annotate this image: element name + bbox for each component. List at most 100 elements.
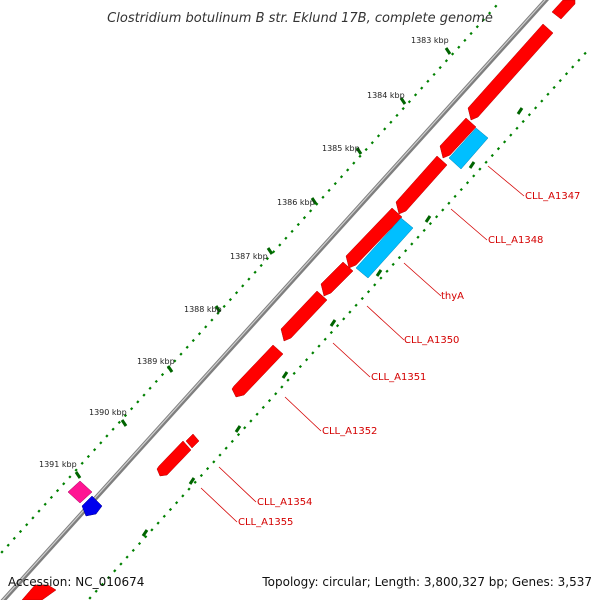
ruler-dot — [162, 514, 166, 518]
ruler-dot — [243, 426, 247, 430]
ruler-dot — [370, 141, 374, 145]
ruler-dot — [80, 461, 84, 465]
gene-label-cll-a1348[interactable]: CLL_A1348 — [488, 235, 543, 246]
ruler-dot — [49, 495, 54, 500]
ruler-dot — [490, 153, 494, 158]
ruler-dot — [358, 154, 362, 158]
inner-tick-mark — [281, 371, 289, 379]
ruler-dot — [253, 270, 257, 274]
ruler-dot — [298, 364, 303, 369]
gene-label-thya[interactable]: thyA — [441, 291, 464, 302]
ruler-dot — [583, 51, 587, 56]
scale-tick-label: 1389 kbp — [137, 357, 175, 366]
gene-arrow[interactable] — [81, 495, 103, 517]
inner-tick-mark — [141, 529, 149, 537]
ruler-dot — [228, 297, 233, 302]
ruler-dot — [249, 419, 253, 423]
ruler-dot — [323, 337, 327, 341]
gene-arrow[interactable] — [439, 117, 477, 159]
gene-arrow[interactable] — [67, 480, 93, 504]
ruler-dot — [12, 536, 16, 540]
ruler-dot — [478, 167, 482, 171]
ruler-dot — [168, 507, 173, 512]
ruler-dot — [416, 235, 420, 239]
ruler-dot — [434, 215, 439, 219]
gene-arrow[interactable] — [355, 217, 414, 279]
gene-label-cll-a1354[interactable]: CLL_A1354 — [257, 497, 312, 508]
ruler-dot — [212, 460, 216, 464]
gene-arrow[interactable] — [156, 440, 192, 477]
scale-tick: 1391 kbp — [39, 460, 82, 479]
ruler-dot — [422, 228, 426, 233]
scale-tick: 1383 kbp — [411, 36, 452, 55]
ruler-dot — [88, 596, 92, 600]
ruler-dot — [441, 208, 445, 212]
ruler-dot — [280, 385, 284, 389]
ruler-dot — [475, 25, 479, 29]
gene-arrow[interactable] — [231, 344, 284, 398]
ruler-dot — [136, 400, 140, 404]
ruler-dot — [185, 345, 189, 349]
ruler-dot — [315, 202, 319, 206]
outer-ruler-track — [0, 4, 498, 554]
ruler-dot — [181, 494, 185, 498]
gene-arrow[interactable] — [185, 433, 200, 449]
gene-arrow[interactable] — [320, 261, 354, 297]
ruler-dot — [533, 106, 538, 110]
ruler-dot — [99, 441, 103, 445]
ruler-dot — [137, 541, 142, 546]
ruler-dot — [391, 262, 395, 267]
ruler-dot — [230, 439, 234, 444]
ruler-dot — [278, 243, 282, 247]
gene-arrow[interactable] — [448, 127, 489, 170]
ruler-dot — [509, 133, 513, 137]
scale-tick: 1386 kbp — [277, 197, 318, 207]
ruler-dot — [540, 99, 544, 103]
ruler-dot — [465, 181, 470, 185]
gene-arrow[interactable] — [395, 155, 448, 215]
gene-label-cll-a1347[interactable]: CLL_A1347 — [525, 191, 580, 202]
ruler-dot — [366, 290, 371, 294]
ruler-dot — [360, 296, 364, 301]
inner-tick-mark — [329, 319, 337, 327]
ruler-dot — [6, 543, 10, 547]
forward-strand-genes — [21, 0, 576, 600]
ruler-dot — [0, 550, 4, 554]
ruler-dot — [55, 488, 60, 493]
ruler-dot — [113, 569, 117, 573]
scale-tick: 1389 kbp — [137, 357, 175, 373]
ruler-dot — [150, 528, 154, 532]
scale-tick: 1387 kbp — [230, 247, 274, 261]
ruler-dot — [481, 18, 486, 22]
ruler-dot — [234, 291, 239, 295]
gene-arrow[interactable] — [467, 23, 554, 121]
ruler-dot — [222, 304, 226, 309]
ruler-dot — [148, 386, 152, 390]
ruler-dot — [94, 589, 98, 593]
ruler-dot — [105, 434, 109, 438]
ruler-dot — [271, 250, 276, 254]
gene-arrow[interactable] — [21, 584, 57, 600]
ruler-dot — [131, 548, 135, 552]
ruler-dot — [100, 582, 105, 587]
gene-arrow[interactable] — [280, 290, 328, 342]
ruler-dot — [457, 45, 461, 49]
leader-line — [218, 466, 257, 503]
gene-label-cll-a1351[interactable]: CLL_A1351 — [371, 372, 426, 383]
gene-label-cll-a1352[interactable]: CLL_A1352 — [322, 426, 377, 437]
ruler-dot — [154, 379, 158, 384]
ruler-dot — [308, 209, 313, 213]
ruler-dot — [515, 126, 519, 130]
ruler-dot — [376, 134, 381, 138]
gene-arrow[interactable] — [345, 207, 403, 269]
ruler-dot — [18, 529, 23, 534]
ruler-dot — [348, 310, 352, 314]
ruler-dot — [236, 432, 241, 437]
ruler-dot — [286, 378, 290, 382]
gene-label-cll-a1350[interactable]: CLL_A1350 — [404, 335, 459, 346]
ruler-dot — [494, 4, 498, 8]
gene-arrow[interactable] — [551, 0, 576, 20]
ruler-dot — [261, 405, 265, 410]
gene-label-cll-a1355[interactable]: CLL_A1355 — [238, 517, 293, 528]
